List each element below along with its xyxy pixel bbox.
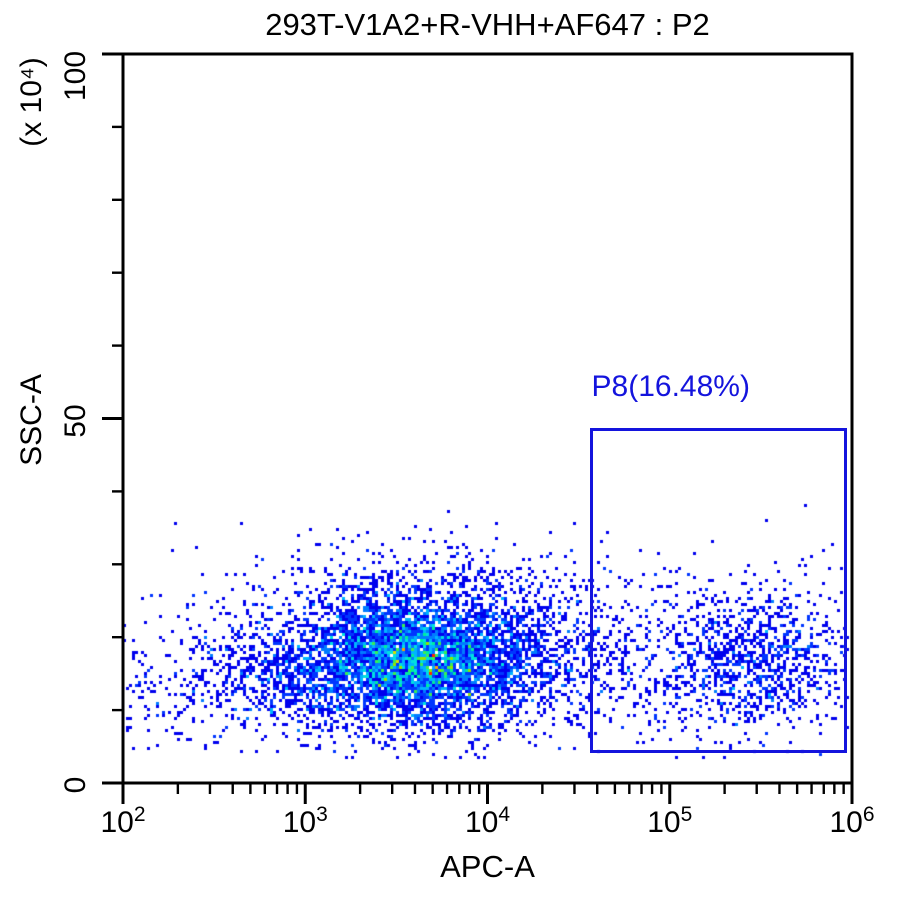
plot-title: 293T-V1A2+R-VHH+AF647 : P2 xyxy=(265,7,710,42)
x-axis-label: APC-A xyxy=(440,849,535,884)
y-tick-label-50: 50 xyxy=(59,403,92,438)
x-tick-label-10e5: 105 xyxy=(647,803,693,839)
scatter-density-canvas xyxy=(123,54,852,783)
gate-p8-label: P8(16.48%) xyxy=(591,369,750,403)
x-tick-label-10e6: 106 xyxy=(829,803,875,839)
x-tick-label-10e2: 102 xyxy=(100,803,146,839)
x-tick-label-10e3: 103 xyxy=(282,803,328,839)
x-tick-label-10e4: 104 xyxy=(464,803,511,839)
gate-p8-rectangle xyxy=(589,427,847,754)
y-tick-label-0: 0 xyxy=(59,776,92,794)
y-tick-label-100: 100 xyxy=(59,50,92,102)
